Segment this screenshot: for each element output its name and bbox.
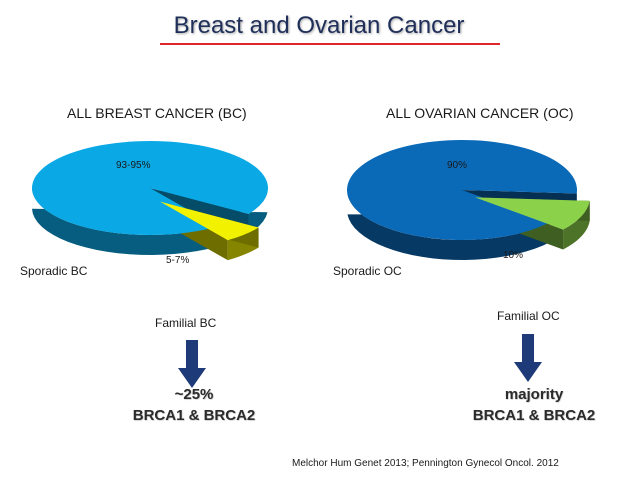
bc-sporadic-label: Sporadic BC xyxy=(20,264,88,278)
oc-slice-2-side xyxy=(563,200,590,250)
bc-outcome: ~25% BRCA1 & BRCA2 xyxy=(130,384,258,426)
bc-slice-2-top xyxy=(160,201,259,241)
oc-familial-label: Familial OC xyxy=(497,309,560,323)
oc-slice-1-top xyxy=(347,139,577,240)
oc-sporadic-pct-label: 90% xyxy=(447,160,468,171)
slide-title: Breast and Ovarian Cancer xyxy=(173,12,465,39)
oc-sporadic-label: Sporadic OC xyxy=(333,264,402,278)
bc-slice-1-top xyxy=(31,141,268,235)
bc-down-arrow-icon xyxy=(178,340,206,388)
bc-chart-title: ALL BREAST CANCER (BC) xyxy=(67,105,247,121)
oc-outcome-line1: majority xyxy=(504,386,564,403)
bc-outcome-line2: BRCA1 & BRCA2 xyxy=(132,407,256,424)
bc-familial-pct-label: 5-7% xyxy=(166,255,190,266)
oc-down-arrow-icon xyxy=(514,334,542,382)
title-underline xyxy=(160,43,500,45)
oc-slice-2-top xyxy=(474,197,590,230)
oc-chart-title: ALL OVARIAN CANCER (OC) xyxy=(386,105,574,121)
oc-outcome-line2: BRCA1 & BRCA2 xyxy=(472,407,596,424)
oc-familial-pct-label: 10% xyxy=(503,250,524,261)
bc-familial-label: Familial BC xyxy=(155,316,217,330)
bc-sporadic-pct-label: 93-95% xyxy=(116,160,151,171)
bc-outcome-line1: ~25% xyxy=(174,386,214,403)
citation: Melchor Hum Genet 2013; Pennington Gynec… xyxy=(292,458,559,469)
oc-outcome: majority BRCA1 & BRCA2 xyxy=(470,384,598,426)
